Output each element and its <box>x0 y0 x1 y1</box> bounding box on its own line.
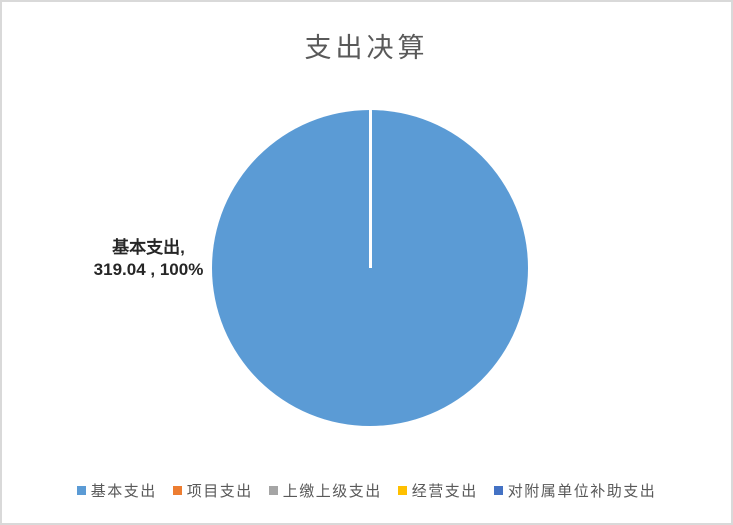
legend-swatch-icon <box>493 486 503 495</box>
legend-item-basic-expenditure[interactable]: 基本支出 <box>76 480 157 501</box>
data-label-category: 基本支出, <box>112 238 185 257</box>
legend-item-remit-to-higher-level[interactable]: 上缴上级支出 <box>268 480 382 501</box>
legend-swatch-icon <box>172 486 182 495</box>
legend-swatch-icon <box>397 486 407 495</box>
legend: 基本支出 项目支出 上缴上级支出 经营支出 对附属单位补助支出 <box>2 480 731 501</box>
legend-item-label: 基本支出 <box>90 484 157 500</box>
legend-item-label: 对附属单位补助支出 <box>507 484 657 500</box>
legend-swatch-icon <box>268 486 278 495</box>
slice-divider-line <box>368 110 372 268</box>
legend-item-subsidy-to-affiliated-units[interactable]: 对附属单位补助支出 <box>493 480 657 501</box>
data-label-value: 319.04 , 100% <box>93 260 204 279</box>
pie-slice-basic-expenditure[interactable] <box>212 110 528 426</box>
legend-item-project-expenditure[interactable]: 项目支出 <box>172 480 253 501</box>
legend-item-label: 上缴上级支出 <box>282 484 382 500</box>
legend-item-label: 经营支出 <box>411 484 478 500</box>
legend-swatch-icon <box>76 486 86 495</box>
legend-item-operating-expenditure[interactable]: 经营支出 <box>397 480 478 501</box>
chart-title: 支出决算 <box>304 33 429 63</box>
data-label: 基本支出, 319.04 , 100% <box>55 237 242 281</box>
legend-item-label: 项目支出 <box>186 484 253 500</box>
